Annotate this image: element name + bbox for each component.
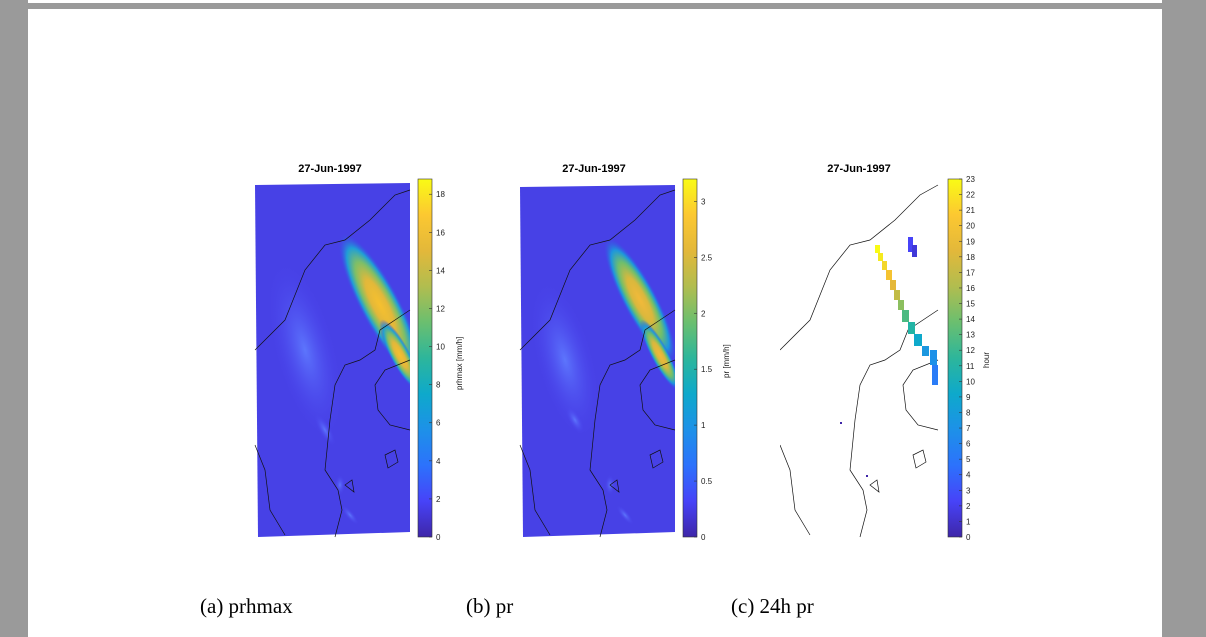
colorbar-tick-label: 6 [436, 419, 441, 428]
panel-title: 27-Jun-1997 [298, 163, 362, 175]
colorbar-tick-label: 16 [966, 284, 975, 293]
colorbar-tick-label: 0 [966, 533, 971, 542]
colorbar-tick-label: 7 [966, 424, 971, 433]
colorbar-tick-label: 8 [966, 408, 971, 417]
colorbar-tick-label: 22 [966, 191, 975, 200]
page-top-strip [28, 0, 1162, 3]
colorbar-tick-label: 21 [966, 206, 975, 215]
colorbar-tick-label: 23 [966, 175, 975, 184]
colorbar-tick-label: 10 [966, 377, 975, 386]
colorbar-tick-label: 8 [436, 381, 441, 390]
colorbar-tick-label: 2 [966, 502, 971, 511]
colorbar-tick-label: 19 [966, 237, 975, 246]
caption-a: (a) prhmax [200, 594, 293, 618]
panel-prhmax: 27-Jun-1997 [250, 150, 500, 550]
colorbar-tick-label: 11 [966, 362, 975, 371]
colorbar-tick-label: 2.5 [701, 253, 713, 262]
colorbar-tick-label: 1 [701, 421, 706, 430]
colorbar-label: pr [mm/h] [722, 344, 731, 378]
colorbar-tick-label: 18 [966, 253, 975, 262]
colorbar-tick-label: 16 [436, 228, 445, 237]
colorbar-tick-label: 14 [966, 315, 975, 324]
colorbar-label: hour [982, 351, 991, 368]
precip-map: 0 2 4 6 8 10 12 14 16 18 [254, 178, 445, 542]
colorbar-tick-label: 9 [966, 393, 971, 402]
colorbar-tick-label: 5 [966, 455, 971, 464]
colorbar-tick-label: 6 [966, 440, 971, 449]
colorbar [682, 178, 698, 538]
colorbar-tick-label: 0 [436, 533, 441, 542]
colorbar-tick-label: 20 [966, 222, 975, 231]
panel-pr: 27-Jun-1997 [515, 150, 765, 550]
colorbar-tick-label: 12 [436, 304, 445, 313]
colorbar-tick-label: 15 [966, 300, 975, 309]
colorbar-tick-label: 13 [966, 331, 975, 340]
colorbar-tick-label: 2 [436, 495, 441, 504]
colorbar-tick-label: 17 [966, 268, 975, 277]
colorbar-tick-label: 2 [701, 309, 706, 318]
colorbar-tick-label: 4 [436, 457, 441, 466]
colorbar-label: prhmax [mm/h] [455, 336, 464, 390]
colorbar-tick-label: 1.5 [701, 365, 713, 374]
colorbar-tick-label: 14 [436, 266, 445, 275]
caption-b: (b) pr [466, 594, 514, 618]
colorbar-tick-label: 3 [701, 197, 706, 206]
colorbar [947, 178, 963, 538]
colorbar-tick-label: 12 [966, 346, 975, 355]
precip-map: 0 0.5 1 1.5 2 2.5 3 [519, 178, 713, 542]
colorbar-tick-label: 18 [436, 190, 445, 199]
panel-title: 27-Jun-1997 [827, 163, 891, 175]
colorbar-tick-label: 1 [966, 517, 971, 526]
panel-title: 27-Jun-1997 [562, 163, 626, 175]
colorbar-tick-label: 10 [436, 343, 445, 352]
colorbar-tick-label: 3 [966, 486, 971, 495]
colorbar-tick-label: 0 [701, 533, 706, 542]
colorbar-tick-label: 4 [966, 471, 971, 480]
colorbar-tick-label: 0.5 [701, 477, 713, 486]
panel-24h-pr: 27-Jun-1997 [780, 150, 1030, 550]
colorbar [417, 178, 433, 538]
caption-c: (c) 24h pr [731, 594, 814, 618]
